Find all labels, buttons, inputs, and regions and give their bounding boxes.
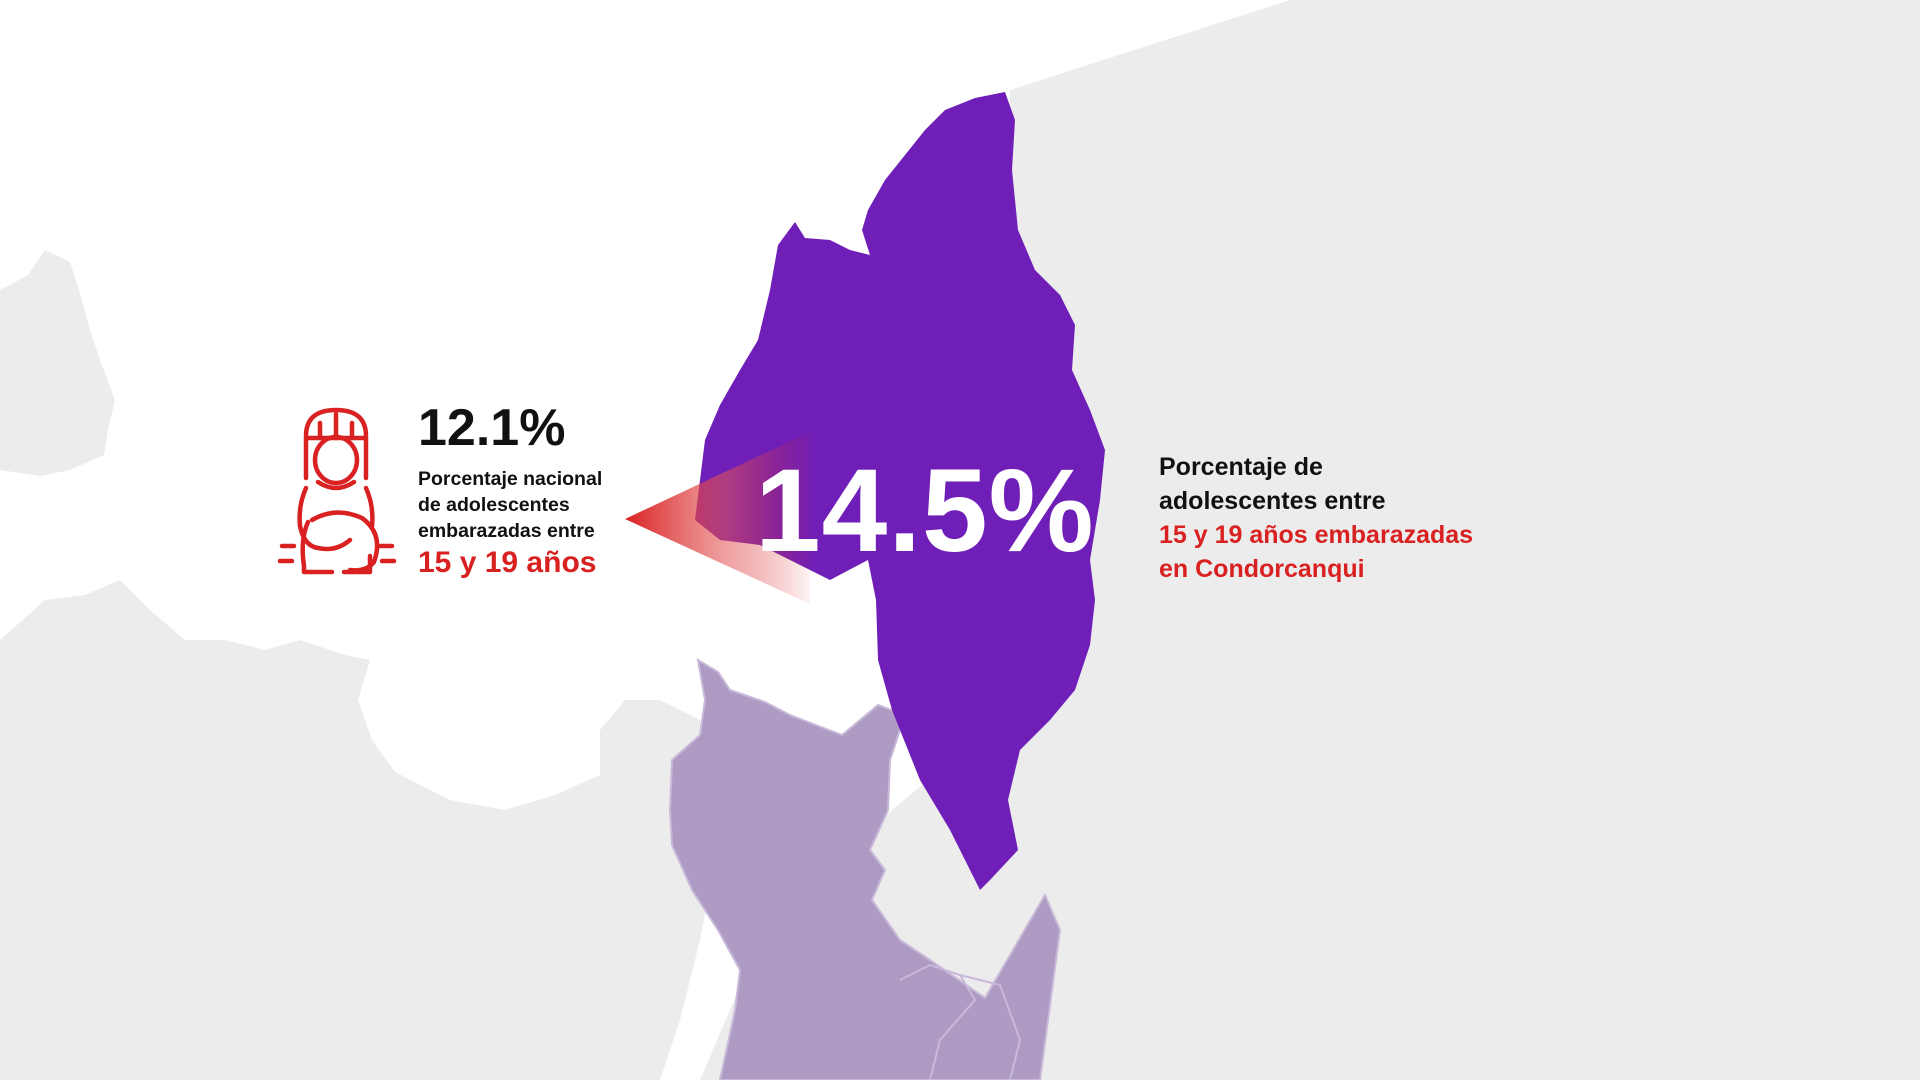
region-percentage-value: 14.5%: [755, 445, 1095, 577]
neutral-land-west: [0, 250, 115, 476]
neighbor-province-south: [668, 658, 1062, 1080]
national-description-line: de adolescentes: [418, 494, 570, 516]
region-description-line: Porcentaje de: [1159, 453, 1323, 481]
national-description-line: Porcentaje nacional: [418, 468, 603, 490]
neighbor-province-inner-border: [899, 963, 1022, 1080]
condorcanqui-province: [695, 92, 1105, 890]
region-description-highlight: en Condorcanqui: [1159, 555, 1365, 583]
national-description-line: embarazadas entre: [418, 520, 595, 542]
region-description: Porcentaje de adolescentes entre 15 y 19…: [1159, 450, 1473, 586]
region-description-line: adolescentes entre: [1159, 487, 1386, 515]
national-description: Porcentaje nacional de adolescentes emba…: [418, 466, 648, 544]
pregnant-woman-icon: [277, 407, 397, 575]
national-age-range: 15 y 19 años: [418, 546, 597, 579]
neutral-land-southwest: [0, 580, 720, 1080]
comparison-beam: [625, 432, 810, 604]
national-percentage-value: 12.1%: [418, 399, 566, 457]
region-description-highlight: 15 y 19 años embarazadas: [1159, 521, 1474, 549]
